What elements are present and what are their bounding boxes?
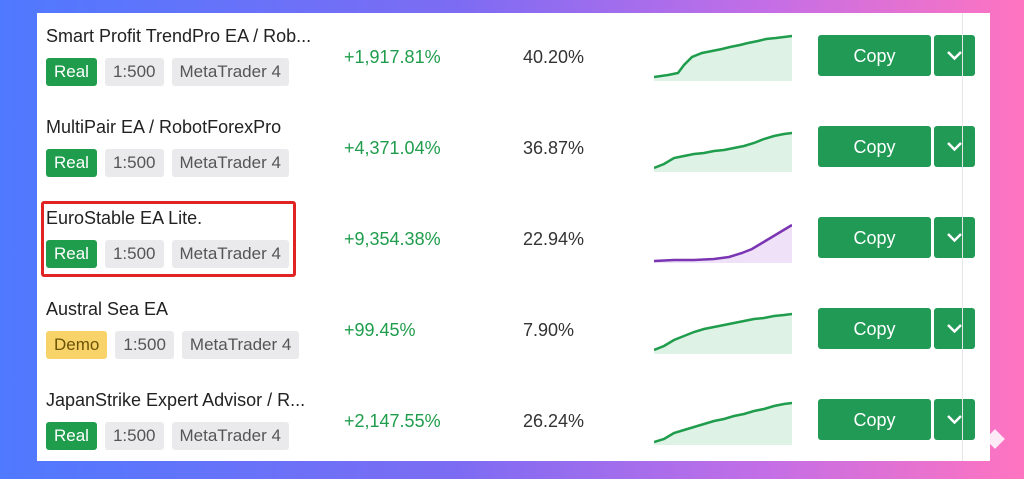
table-row[interactable]: JapanStrike Expert Advisor / R... Real 1… [37, 377, 990, 468]
tag-group: Real 1:500 MetaTrader 4 [46, 240, 289, 268]
drawdown-value: 26.24% [523, 411, 585, 431]
account-type-badge: Real [46, 149, 97, 177]
strategy-name[interactable]: JapanStrike Expert Advisor / R... [46, 390, 306, 410]
strategy-name[interactable]: Smart Profit TrendPro EA / Rob... [46, 26, 312, 46]
copy-button[interactable]: Copy [818, 35, 931, 76]
platform-tag: MetaTrader 4 [171, 240, 289, 268]
leverage-tag: 1:500 [104, 422, 164, 450]
drawdown-value: 40.20% [523, 47, 585, 67]
drawdown-value: 22.94% [523, 229, 585, 249]
copy-options-dropdown[interactable] [934, 399, 975, 440]
tag-group: Real 1:500 MetaTrader 4 [46, 422, 289, 450]
copy-options-dropdown[interactable] [934, 308, 975, 349]
table-row[interactable]: Austral Sea EA Demo 1:500 MetaTrader 4 +… [37, 286, 990, 377]
leverage-tag: 1:500 [104, 58, 164, 86]
platform-tag: MetaTrader 4 [171, 58, 289, 86]
platform-tag: MetaTrader 4 [181, 331, 300, 359]
account-type-badge: Real [46, 422, 97, 450]
platform-tag: MetaTrader 4 [171, 149, 289, 177]
chevron-down-icon [947, 415, 962, 425]
strategy-name[interactable]: MultiPair EA / RobotForexPro [46, 117, 282, 137]
strategy-list: Smart Profit TrendPro EA / Rob... Real 1… [37, 13, 990, 461]
growth-sparkline [654, 401, 792, 445]
gain-value: +4,371.04% [344, 138, 441, 158]
table-row[interactable]: MultiPair EA / RobotForexPro Real 1:500 … [37, 104, 990, 195]
drawdown-value: 7.90% [523, 320, 575, 340]
table-row[interactable]: EuroStable EA Lite. Real 1:500 MetaTrade… [37, 195, 990, 286]
gain-value: +2,147.55% [344, 411, 441, 431]
growth-sparkline [654, 223, 792, 263]
gain-value: +9,354.38% [344, 229, 441, 249]
strategy-name[interactable]: Austral Sea EA [46, 299, 169, 319]
growth-sparkline [654, 131, 792, 172]
tag-group: Real 1:500 MetaTrader 4 [46, 58, 289, 86]
gain-value: +99.45% [344, 320, 416, 340]
gain-value: +1,917.81% [344, 47, 441, 67]
strategy-name[interactable]: EuroStable EA Lite. [46, 208, 203, 228]
chevron-down-icon [947, 51, 962, 61]
chevron-down-icon [947, 142, 962, 152]
drawdown-value: 36.87% [523, 138, 585, 158]
chevron-down-icon [947, 233, 962, 243]
chevron-down-icon [947, 324, 962, 334]
platform-tag: MetaTrader 4 [171, 422, 289, 450]
leverage-tag: 1:500 [104, 149, 164, 177]
account-type-badge: Real [46, 58, 97, 86]
highlight-box [41, 201, 296, 277]
growth-sparkline [654, 34, 792, 81]
copy-button[interactable]: Copy [818, 217, 931, 258]
copy-button[interactable]: Copy [818, 308, 931, 349]
leverage-tag: 1:500 [104, 240, 164, 268]
copy-button[interactable]: Copy [818, 126, 931, 167]
account-type-badge: Demo [46, 331, 108, 359]
copy-options-dropdown[interactable] [934, 35, 975, 76]
copy-options-dropdown[interactable] [934, 217, 975, 258]
leverage-tag: 1:500 [115, 331, 174, 359]
table-row[interactable]: Smart Profit TrendPro EA / Rob... Real 1… [37, 13, 990, 104]
copy-button[interactable]: Copy [818, 399, 931, 440]
account-type-badge: Real [46, 240, 97, 268]
tag-group: Real 1:500 MetaTrader 4 [46, 149, 289, 177]
copy-options-dropdown[interactable] [934, 126, 975, 167]
growth-sparkline [654, 312, 792, 354]
tag-group: Demo 1:500 MetaTrader 4 [46, 331, 300, 359]
